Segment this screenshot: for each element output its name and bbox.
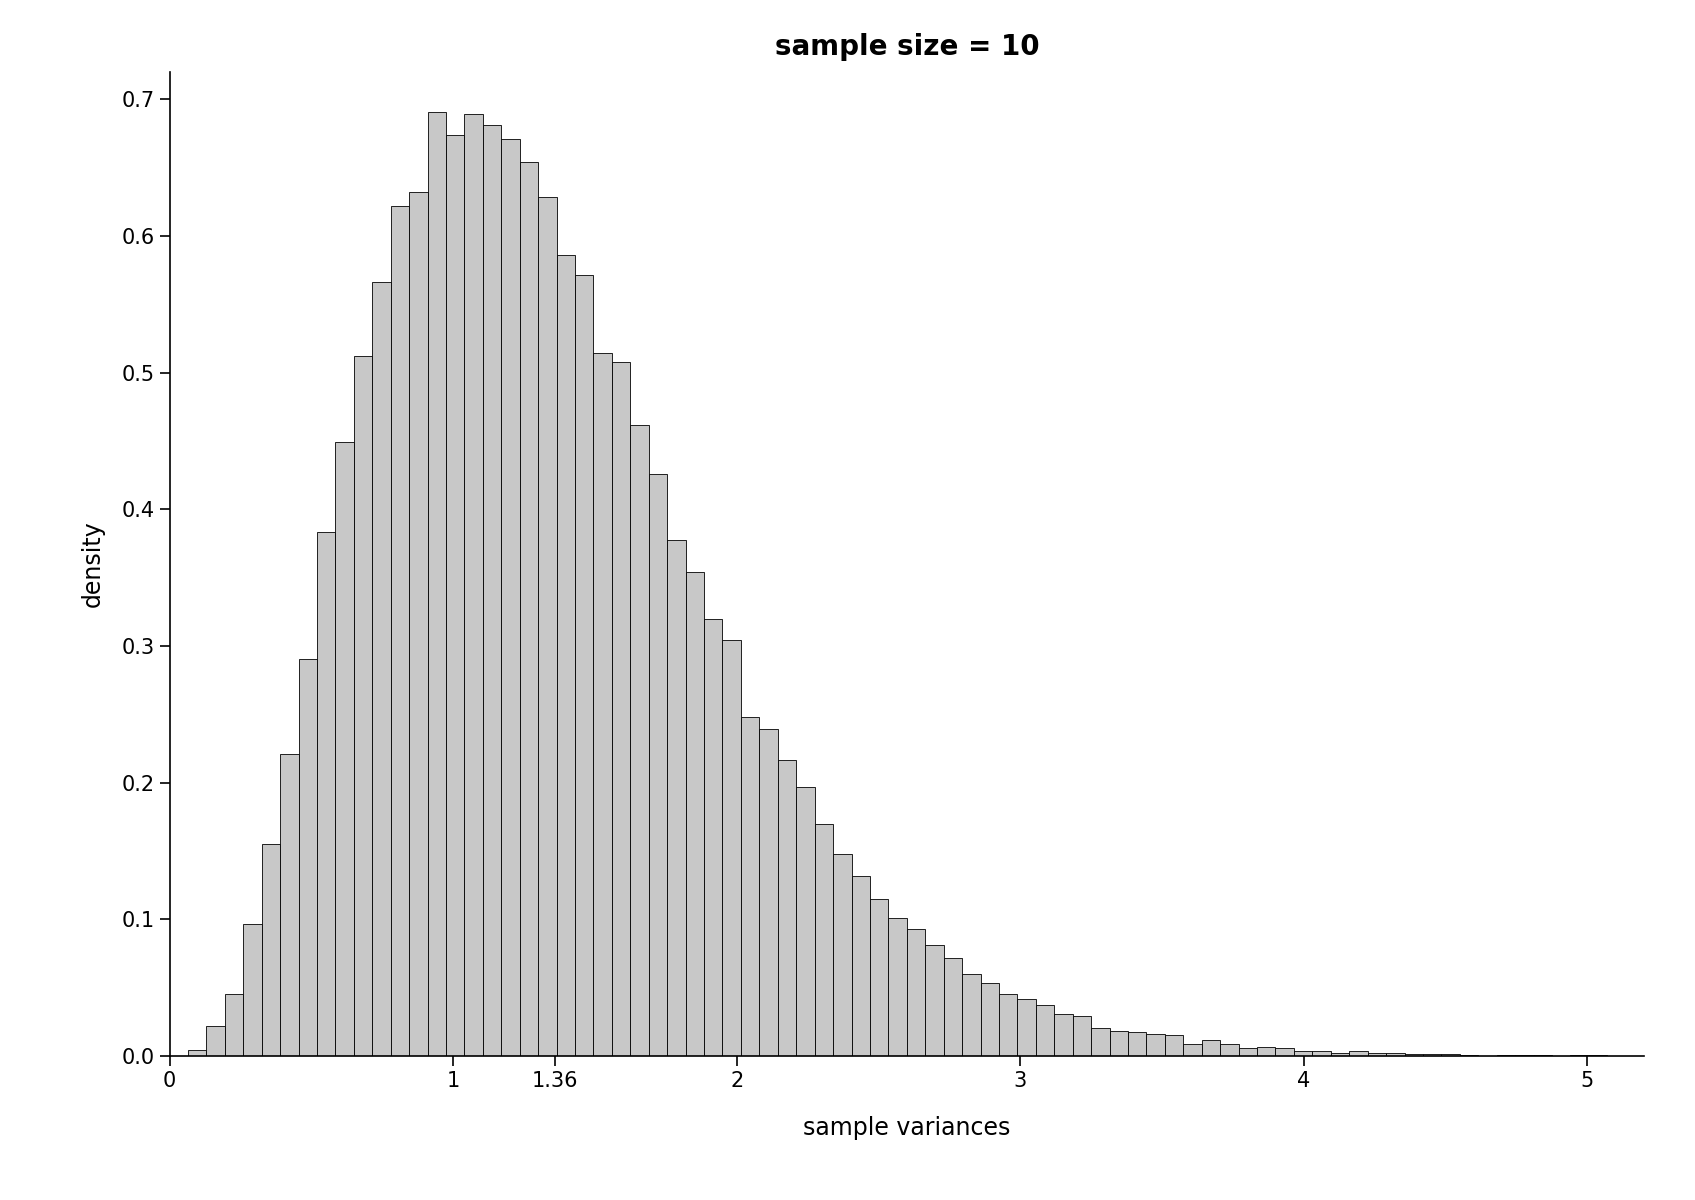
Bar xyxy=(408,192,427,1056)
Bar xyxy=(1092,1028,1110,1056)
Bar xyxy=(741,718,759,1056)
Bar xyxy=(1331,1052,1349,1056)
Bar xyxy=(244,924,261,1056)
Bar xyxy=(464,114,483,1056)
Bar xyxy=(925,944,944,1056)
Bar xyxy=(1422,1054,1441,1056)
Bar xyxy=(1239,1049,1258,1056)
Bar xyxy=(907,929,925,1056)
Bar xyxy=(685,572,703,1056)
Bar xyxy=(851,876,870,1056)
Bar xyxy=(446,134,464,1056)
Bar xyxy=(317,532,336,1056)
Bar xyxy=(1017,1000,1036,1056)
Y-axis label: density: density xyxy=(81,521,105,607)
Bar xyxy=(483,125,502,1056)
Bar xyxy=(298,659,317,1056)
Bar xyxy=(1459,1055,1478,1056)
Bar xyxy=(593,353,612,1056)
Bar xyxy=(1036,1006,1054,1056)
Title: sample size = 10: sample size = 10 xyxy=(775,34,1039,61)
Bar xyxy=(870,899,888,1056)
Bar xyxy=(354,356,373,1056)
Bar xyxy=(963,974,980,1056)
Bar xyxy=(1110,1031,1129,1056)
Bar xyxy=(1293,1051,1312,1056)
Bar xyxy=(631,425,649,1056)
Bar xyxy=(944,958,963,1056)
Bar xyxy=(612,362,631,1056)
Bar xyxy=(1258,1046,1275,1056)
Bar xyxy=(336,442,354,1056)
Bar xyxy=(1441,1054,1459,1056)
Bar xyxy=(1164,1036,1183,1056)
Bar xyxy=(1312,1051,1331,1056)
Bar xyxy=(537,197,556,1056)
Bar xyxy=(556,256,575,1056)
Bar xyxy=(722,641,741,1056)
Bar xyxy=(998,994,1017,1056)
Bar xyxy=(502,138,520,1056)
Bar xyxy=(1202,1040,1220,1056)
Bar xyxy=(1127,1032,1146,1056)
Bar xyxy=(1220,1044,1239,1056)
Bar xyxy=(280,754,298,1056)
Bar xyxy=(778,760,797,1056)
Bar xyxy=(207,1026,225,1056)
Bar xyxy=(225,994,244,1056)
X-axis label: sample variances: sample variances xyxy=(803,1116,1010,1140)
Bar xyxy=(390,206,408,1056)
Bar xyxy=(1146,1034,1164,1056)
Bar xyxy=(1054,1014,1073,1056)
Bar xyxy=(980,983,998,1056)
Bar xyxy=(1405,1055,1422,1056)
Bar xyxy=(759,728,778,1056)
Bar xyxy=(668,540,685,1056)
Bar xyxy=(815,824,834,1056)
Bar xyxy=(1183,1044,1202,1056)
Bar xyxy=(373,282,390,1056)
Bar xyxy=(427,112,446,1056)
Bar xyxy=(703,619,722,1056)
Bar xyxy=(1349,1051,1368,1056)
Bar xyxy=(1368,1052,1387,1056)
Bar xyxy=(1073,1016,1092,1056)
Bar xyxy=(797,787,815,1056)
Bar xyxy=(1275,1049,1293,1056)
Bar xyxy=(1387,1054,1405,1056)
Bar xyxy=(575,275,593,1056)
Bar xyxy=(520,162,537,1056)
Bar xyxy=(188,1050,207,1056)
Bar xyxy=(649,474,668,1056)
Bar xyxy=(832,854,851,1056)
Bar xyxy=(261,844,280,1056)
Bar xyxy=(888,918,907,1056)
